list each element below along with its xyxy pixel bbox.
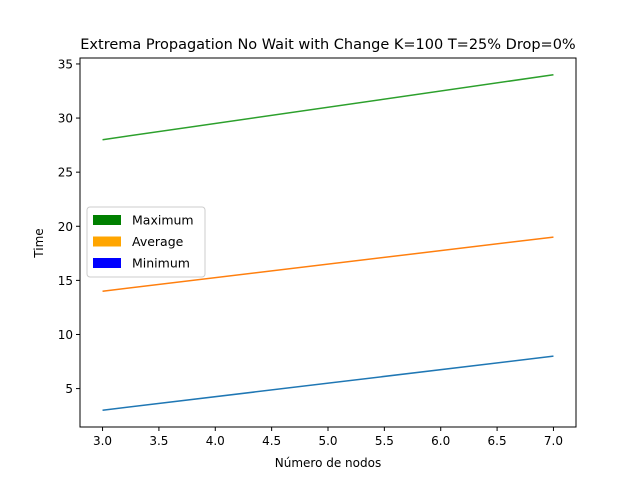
series-line-average — [102, 236, 554, 292]
y-tick-label: 10 — [58, 328, 73, 342]
x-axis-label: Número de nodos — [275, 456, 381, 470]
y-tick-label: 20 — [58, 220, 73, 234]
y-axis: 5 10 15 20 25 30 35 — [58, 57, 80, 396]
y-tick-label: 15 — [58, 274, 73, 288]
x-tick-label: 4.0 — [206, 434, 225, 448]
plot-area — [102, 74, 554, 411]
legend-label-minimum: Minimum — [132, 256, 190, 271]
y-tick-label: 5 — [65, 382, 73, 396]
x-tick-label: 5.5 — [375, 434, 394, 448]
legend-swatch-minimum — [93, 258, 121, 268]
x-tick-label: 3.0 — [93, 434, 112, 448]
x-tick-label: 7.0 — [544, 434, 563, 448]
legend-swatch-maximum — [93, 215, 121, 225]
legend: Maximum Average Minimum — [86, 206, 206, 278]
x-tick-label: 6.0 — [431, 434, 450, 448]
x-tick-label: 5.0 — [318, 434, 337, 448]
chart-title: Extrema Propagation No Wait with Change … — [80, 37, 575, 53]
series-line-minimum — [102, 355, 554, 411]
legend-label-average: Average — [132, 234, 184, 249]
x-tick-label: 4.5 — [262, 434, 281, 448]
x-tick-label: 6.5 — [488, 434, 507, 448]
legend-swatch-average — [93, 236, 121, 247]
y-tick-label: 25 — [58, 166, 73, 180]
y-tick-label: 30 — [58, 112, 73, 126]
x-axis: 3.0 3.5 4.0 4.5 5.0 5.5 6.0 6.5 7.0 — [93, 427, 563, 448]
x-tick-label: 3.5 — [149, 434, 168, 448]
legend-label-maximum: Maximum — [132, 213, 194, 228]
series-line-maximum — [102, 74, 554, 141]
y-axis-label: Time — [32, 228, 46, 258]
y-tick-label: 35 — [58, 57, 73, 71]
